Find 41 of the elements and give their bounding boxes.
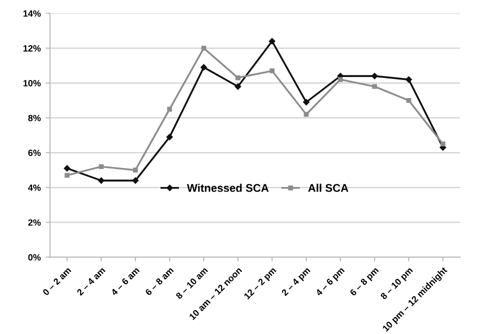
y-tick-label: 0% — [28, 254, 41, 261]
y-tick-label: 2% — [28, 219, 41, 226]
x-tick-label: 6 – 8 am — [144, 266, 174, 296]
point — [132, 168, 138, 173]
point — [440, 142, 446, 146]
x-tick-label: 12 – 2 pm — [244, 266, 278, 301]
point — [98, 164, 104, 170]
y-tick-label: 8% — [28, 114, 41, 122]
y-tick-label: 12% — [23, 45, 41, 52]
point — [64, 165, 70, 172]
point — [268, 38, 276, 44]
x-tick-label: 4 – 6 am — [110, 266, 140, 296]
point — [166, 134, 173, 140]
point — [234, 83, 242, 90]
y-tick-label: 4% — [28, 184, 41, 191]
point — [132, 177, 139, 184]
point — [303, 99, 310, 106]
point — [372, 84, 378, 89]
point — [167, 106, 172, 112]
point — [270, 68, 275, 74]
x-tick-label: 4 – 6 pm — [315, 266, 346, 298]
x-tick-label: 6 – 8 pm — [349, 266, 380, 298]
x-tick-label: 2 – 4 pm — [281, 266, 312, 298]
point — [235, 75, 240, 80]
point — [371, 72, 378, 80]
legend-label: Witnessed SCA — [186, 184, 269, 192]
legend-label: All SCA — [308, 184, 348, 192]
x-tick-label: 2 – 4 am — [76, 266, 106, 296]
y-tick-label: 14% — [23, 10, 41, 17]
y-tick-label: 6% — [28, 150, 41, 156]
point — [201, 46, 206, 51]
y-tick-label: 10% — [23, 80, 41, 86]
point — [64, 172, 70, 178]
point — [200, 64, 207, 70]
x-tick-label: 0 – 2 am — [42, 266, 72, 296]
point — [98, 177, 104, 184]
point — [406, 98, 412, 103]
point — [304, 112, 309, 117]
point — [338, 77, 343, 82]
point — [406, 76, 412, 83]
x-tick-label: 8 – 10 am — [175, 266, 208, 300]
